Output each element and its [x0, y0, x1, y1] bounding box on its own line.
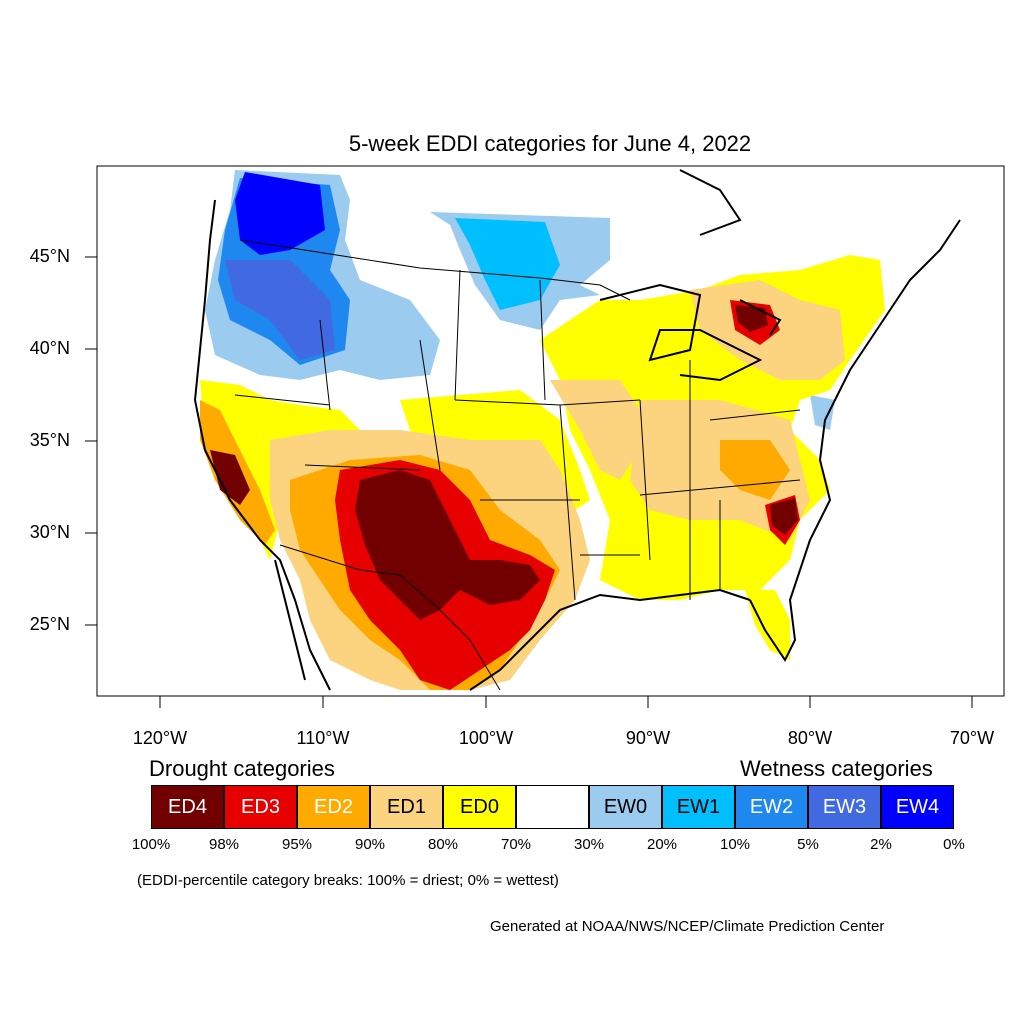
- legend-break-label: 10%: [719, 836, 751, 853]
- legend-category-ew4: EW4: [881, 785, 954, 829]
- drought-ed0-florida: [745, 590, 790, 660]
- legend-category-ew3: EW3: [808, 785, 881, 829]
- legend-category-neutral: [516, 785, 589, 829]
- border-canada: [239, 239, 631, 301]
- longitude-label-120: 120°W: [132, 728, 188, 748]
- state-lines-central: [454, 279, 641, 601]
- longitude-label-70: 70°W: [949, 728, 995, 748]
- legend-break-label: 20%: [646, 836, 678, 853]
- coastline-baja: [274, 559, 306, 681]
- category-note: (EDDI-percentile category breaks: 100% =…: [137, 872, 559, 889]
- legend-category-ew1: EW1: [662, 785, 735, 829]
- drought-ed4-northeast: [735, 305, 768, 332]
- map-title: 5-week EDDI categories for June 4, 2022: [348, 131, 752, 156]
- legend-category-ed3: ED3: [224, 785, 297, 829]
- drought-categories-heading: Drought categories: [149, 756, 335, 781]
- coastline-east: [799, 219, 961, 571]
- latitude-label-45: 45°N: [29, 246, 70, 266]
- hudson-bay-edge: [679, 169, 742, 236]
- drought-ed2-southeast: [720, 440, 790, 500]
- wet-region-florida-coast: [810, 395, 835, 430]
- great-lakes: [599, 283, 782, 382]
- legend-break-label: 2%: [870, 836, 892, 853]
- wet-region-northwest-ew4: [235, 172, 325, 255]
- legend-break-label: 98%: [208, 836, 240, 853]
- legend-category-ed0: ED0: [443, 785, 516, 829]
- legend-break-label: 5%: [797, 836, 819, 853]
- legend-break-label: 95%: [281, 836, 313, 853]
- latitude-label-30: 30°N: [29, 522, 70, 542]
- legend-break-label: 0%: [943, 836, 965, 853]
- legend-break-label: 70%: [500, 836, 532, 853]
- longitude-label-80: 80°W: [787, 728, 833, 748]
- drought-ed4-carolina: [770, 498, 798, 535]
- drought-ed4-california: [210, 450, 250, 505]
- latitude-label-35: 35°N: [29, 430, 70, 450]
- legend-break-label: 90%: [354, 836, 386, 853]
- wet-region-northwest-ew3: [225, 260, 335, 360]
- latitude-label-25: 25°N: [29, 614, 70, 634]
- border-mexico: [279, 544, 501, 691]
- legend-category-ew2: EW2: [735, 785, 808, 829]
- longitude-label-100: 100°W: [458, 728, 514, 748]
- legend-category-ew0: EW0: [589, 785, 662, 829]
- legend-break-label: 80%: [427, 836, 459, 853]
- latitude-label-40: 40°N: [29, 338, 70, 358]
- wetness-categories-heading: Wetness categories: [740, 756, 933, 781]
- legend-category-ed1: ED1: [370, 785, 443, 829]
- legend-break-label: 100%: [131, 836, 171, 853]
- coastline-west: [193, 199, 331, 691]
- longitude-label-90: 90°W: [625, 728, 671, 748]
- legend-category-ed4: ED4: [151, 785, 224, 829]
- drought-ed4-southwest: [355, 470, 540, 620]
- credit-line: Generated at NOAA/NWS/NCEP/Climate Predi…: [490, 918, 885, 935]
- coastline-gulf: [469, 588, 751, 691]
- drought-ed1-midwest: [550, 380, 640, 480]
- longitude-label-110: 110°W: [296, 728, 350, 748]
- state-lines-west: [234, 269, 461, 471]
- coastline-florida: [749, 569, 801, 662]
- wet-region-north-plains-ew1: [455, 218, 560, 310]
- legend-break-label: 30%: [573, 836, 605, 853]
- legend-category-ed2: ED2: [297, 785, 370, 829]
- state-lines-east: [639, 360, 801, 600]
